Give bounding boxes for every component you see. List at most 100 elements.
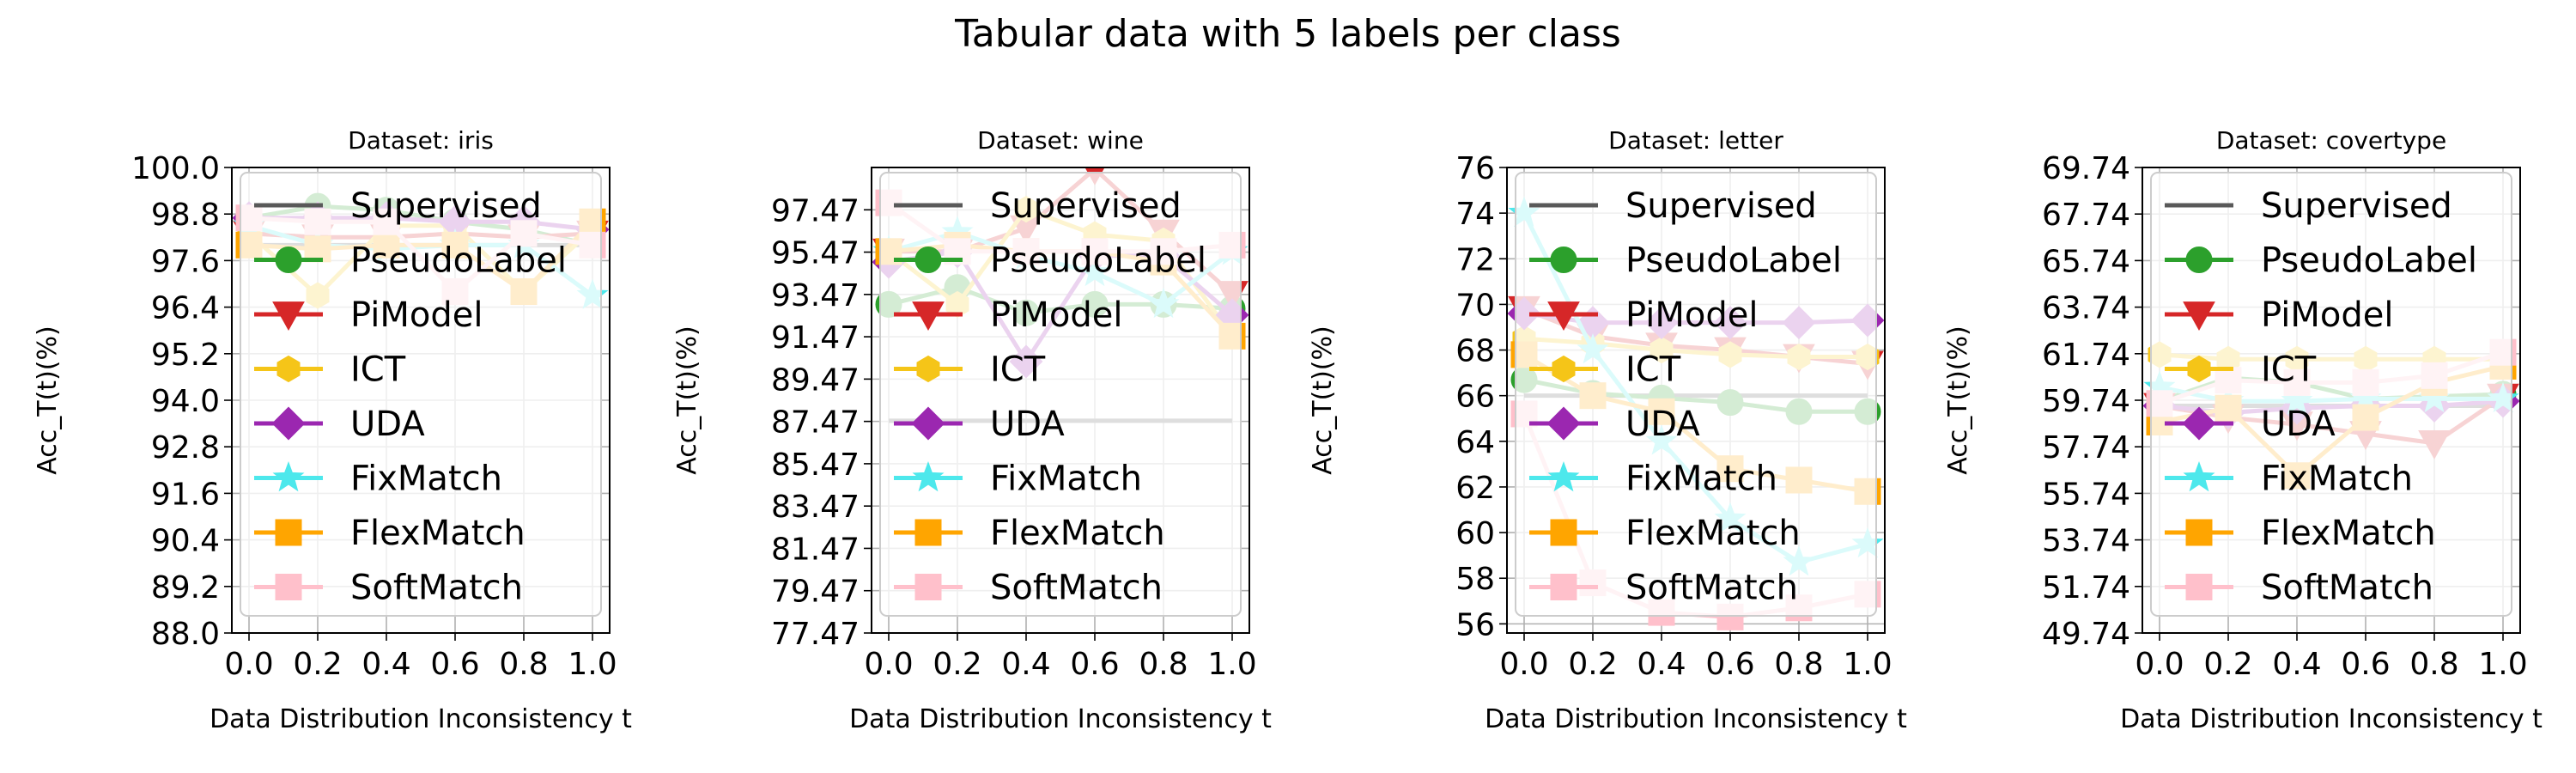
y-axis-label: Acc_T(t)(%): [1308, 326, 1338, 474]
x-tick-label: 0.6: [2341, 647, 2390, 682]
legend-label: Supervised: [990, 186, 1182, 226]
panel-3: Dataset: covertype 0.0 0.2 0.4 0.6 0.8 1.0 49.7…: [1943, 126, 2543, 734]
legend-marker: [2183, 301, 2215, 332]
legend-item-pseudolabel: PseudoLabel: [1529, 241, 1842, 281]
x-tick-label: 0.8: [2409, 647, 2458, 682]
legend-item-uda: UDA: [1529, 405, 1700, 444]
x-tick-label: 0.8: [1774, 647, 1823, 682]
y-axis-label: Acc_T(t)(%): [33, 326, 63, 474]
legend-marker: [2185, 247, 2213, 273]
legend-label: FlexMatch: [1625, 514, 1801, 553]
y-tick-label: 49.74: [2042, 617, 2130, 652]
y-tick-label: 83.47: [771, 490, 860, 525]
y-tick-label: 69.74: [2042, 151, 2130, 186]
legend-label: UDA: [2261, 405, 2336, 444]
x-tick-label: 1.0: [2478, 647, 2527, 682]
legend-item-fixmatch: FixMatch: [2165, 460, 2413, 499]
panel-title: Dataset: letter: [1608, 126, 1783, 155]
x-tick-label: 0.4: [361, 647, 410, 682]
y-tick-label: 61.74: [2042, 338, 2130, 373]
legend-label: PiModel: [350, 295, 483, 335]
legend-label: ICT: [2261, 350, 2317, 390]
legend-item-fixmatch: FixMatch: [1529, 460, 1777, 499]
y-tick-label: 89.2: [151, 570, 220, 606]
legend-item-pimodel: PiModel: [1529, 295, 1758, 335]
y-tick-label: 64: [1455, 425, 1495, 460]
legend-marker: [911, 406, 945, 441]
x-tick-label: 0.0: [864, 647, 913, 682]
legend-label: ICT: [1625, 350, 1681, 390]
legend-item-pseudolabel: PseudoLabel: [894, 241, 1206, 281]
legend-item-flexmatch: FlexMatch: [2165, 514, 2436, 553]
y-tick-label: 62: [1455, 471, 1495, 506]
legend-label: PseudoLabel: [2261, 241, 2477, 281]
y-tick-label: 96.4: [151, 291, 220, 326]
legend-box: [1515, 172, 1877, 617]
legend-label: Supervised: [1625, 186, 1817, 226]
legend-item-ict: ICT: [254, 350, 406, 390]
legend-item-ict: ICT: [2165, 350, 2317, 390]
legend-item-uda: UDA: [894, 405, 1065, 444]
legend-label: SoftMatch: [350, 569, 523, 608]
x-tick-label: 0.2: [933, 647, 981, 682]
legend-label: PseudoLabel: [1625, 241, 1842, 281]
x-axis-label: Data Distribution Inconsistency t: [210, 704, 632, 734]
x-tick-label: 0.6: [430, 647, 479, 682]
legend-marker: [912, 461, 945, 492]
legend-label: FixMatch: [2261, 460, 2413, 499]
y-tick-label: 77.47: [771, 617, 860, 652]
legend-item-flexmatch: FlexMatch: [894, 514, 1165, 553]
x-tick-label: 0.6: [1070, 647, 1119, 682]
y-tick-label: 55.74: [2042, 477, 2130, 512]
legend-marker: [914, 519, 942, 546]
y-tick-label: 76: [1455, 151, 1495, 186]
panel-title: Dataset: wine: [977, 126, 1144, 155]
y-tick-label: 72: [1455, 242, 1495, 277]
y-tick-label: 100.0: [131, 151, 220, 186]
y-tick-label: 85.47: [771, 447, 860, 483]
legend-marker: [1550, 519, 1577, 546]
y-axis-label: Acc_T(t)(%): [672, 326, 702, 474]
y-tick-label: 51.74: [2042, 570, 2130, 606]
legend-marker: [2185, 519, 2213, 546]
legend-label: FlexMatch: [990, 514, 1165, 553]
legend-item-supervised: Supervised: [1529, 186, 1817, 226]
legend-marker: [271, 406, 306, 441]
legend: Supervised PseudoLabel PiModel ICT UDA FixMat…: [1515, 172, 1877, 617]
x-tick-label: 0.2: [1568, 647, 1617, 682]
legend-label: SoftMatch: [990, 569, 1163, 608]
legend-item-uda: UDA: [2165, 405, 2336, 444]
x-tick-label: 0.6: [1705, 647, 1754, 682]
x-tick-label: 1.0: [568, 647, 617, 682]
y-tick-label: 53.74: [2042, 524, 2130, 559]
panels: Dataset: iris 0.0 0.2 0.4 0.6 0.8 1.0 88.0 89.2 9…: [33, 126, 2543, 734]
legend-box: [240, 172, 602, 617]
x-tick-label: 0.4: [1637, 647, 1686, 682]
x-tick-label: 0.0: [224, 647, 273, 682]
y-tick-label: 98.8: [151, 198, 220, 233]
legend-label: FixMatch: [990, 460, 1142, 499]
x-axis-label: Data Distribution Inconsistency t: [2120, 704, 2543, 734]
legend-label: Supervised: [2261, 186, 2452, 226]
legend-item-softmatch: SoftMatch: [1529, 569, 1798, 608]
legend-label: UDA: [350, 405, 425, 444]
legend-marker: [1550, 574, 1577, 600]
legend-label: FlexMatch: [350, 514, 526, 553]
legend-item-pimodel: PiModel: [894, 295, 1122, 335]
legend-marker: [1547, 301, 1580, 332]
legend-label: PiModel: [990, 295, 1122, 335]
y-tick-label: 95.47: [771, 236, 860, 271]
x-tick-label: 0.8: [1139, 647, 1188, 682]
y-tick-label: 70: [1455, 288, 1495, 323]
legend-marker: [916, 355, 940, 383]
y-tick-label: 88.0: [151, 617, 220, 652]
y-tick-label: 63.74: [2042, 291, 2130, 326]
panel-0: Dataset: iris 0.0 0.2 0.4 0.6 0.8 1.0 88.0 89.2 9…: [33, 126, 632, 734]
legend-marker: [2182, 406, 2216, 441]
axes-frame: [1506, 167, 1886, 634]
x-tick-label: 0.2: [2203, 647, 2252, 682]
axes-frame: [231, 167, 611, 634]
legend-marker: [914, 574, 942, 600]
legend-item-fixmatch: FixMatch: [894, 460, 1142, 499]
